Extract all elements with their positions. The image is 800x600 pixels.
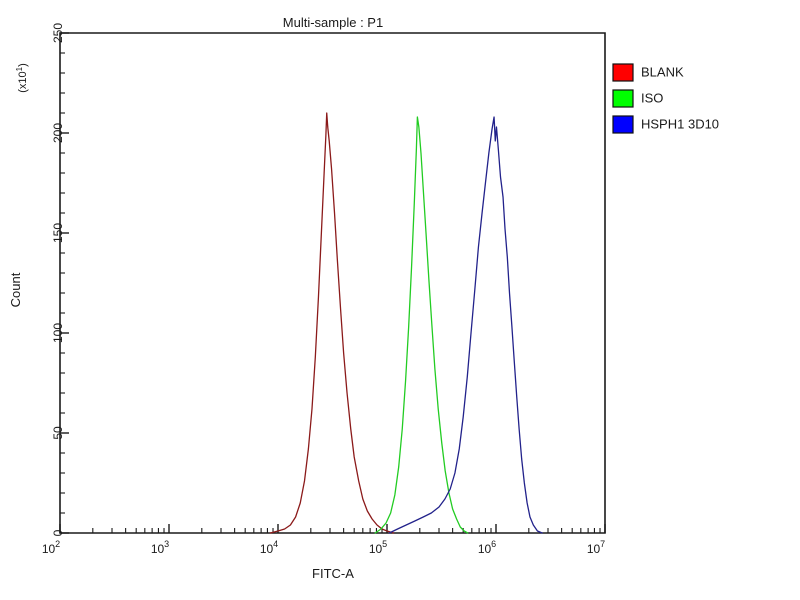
curve-hsph1-3d10 — [388, 116, 543, 534]
x-axis-tick-labels: 102 103 104 105 106 107 — [42, 539, 605, 556]
y-tick-label: 200 — [51, 123, 65, 143]
legend-swatch-hsph1-3d10[interactable] — [612, 115, 634, 134]
curve-blank — [269, 112, 395, 534]
y-axis-ticks — [60, 32, 69, 534]
data-curves — [269, 112, 543, 534]
x-tick-label: 106 — [478, 539, 496, 556]
chart-title-group: Multi-sample : P1 — [283, 15, 383, 30]
curve-iso — [374, 116, 469, 534]
page-title: Multi-sample : P1 — [283, 15, 383, 30]
y-tick-label: 50 — [51, 426, 65, 440]
x-tick-label: 102 — [42, 539, 60, 556]
x-tick-label: 103 — [151, 539, 169, 556]
y-multiplier-close: ) — [17, 63, 29, 67]
x-axis-title-group: FITC-A — [312, 566, 354, 581]
legend-label-hsph1-3d10: HSPH1 3D10 — [641, 116, 719, 131]
y-axis-tick-labels: 0 50 100 150 200 250 — [51, 23, 65, 537]
y-axis-title-group: Count — [8, 272, 23, 307]
y-axis-multiplier-group: (x101) — [15, 63, 29, 93]
y-tick-label: 100 — [51, 323, 65, 343]
x-tick-label: 104 — [260, 539, 278, 556]
x-tick-label: 105 — [369, 539, 387, 556]
x-axis-ticks — [59, 524, 606, 533]
legend-label-iso: ISO — [641, 90, 663, 105]
y-tick-label: 250 — [51, 23, 65, 43]
legend-label-blank: BLANK — [641, 64, 684, 79]
y-axis-multiplier: (x101) — [15, 63, 29, 93]
y-multiplier-exponent: 1 — [15, 66, 24, 71]
y-tick-label: 150 — [51, 223, 65, 243]
legend-swatch-blank[interactable] — [612, 63, 634, 82]
x-tick-label: 107 — [587, 539, 605, 556]
y-tick-label: 0 — [51, 529, 65, 536]
plot-frame — [59, 32, 606, 534]
y-multiplier-base: (x10 — [17, 71, 29, 92]
x-axis-title: FITC-A — [312, 566, 354, 581]
y-axis-title: Count — [8, 272, 23, 307]
legend: BLANK ISO HSPH1 3D10 — [612, 63, 719, 134]
legend-swatch-iso[interactable] — [612, 89, 634, 108]
